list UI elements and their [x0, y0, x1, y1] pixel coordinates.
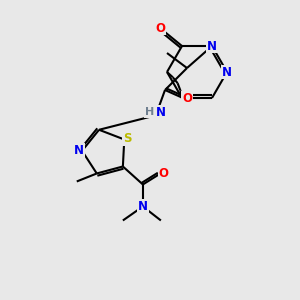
Text: N: N [207, 40, 217, 52]
Text: N: N [74, 144, 84, 157]
Text: S: S [123, 132, 131, 145]
Text: N: N [222, 65, 232, 79]
Text: O: O [155, 22, 165, 34]
Text: N: N [156, 106, 166, 118]
Text: O: O [182, 92, 192, 104]
Text: H: H [146, 107, 154, 117]
Text: O: O [159, 167, 169, 180]
Text: N: N [138, 200, 148, 213]
